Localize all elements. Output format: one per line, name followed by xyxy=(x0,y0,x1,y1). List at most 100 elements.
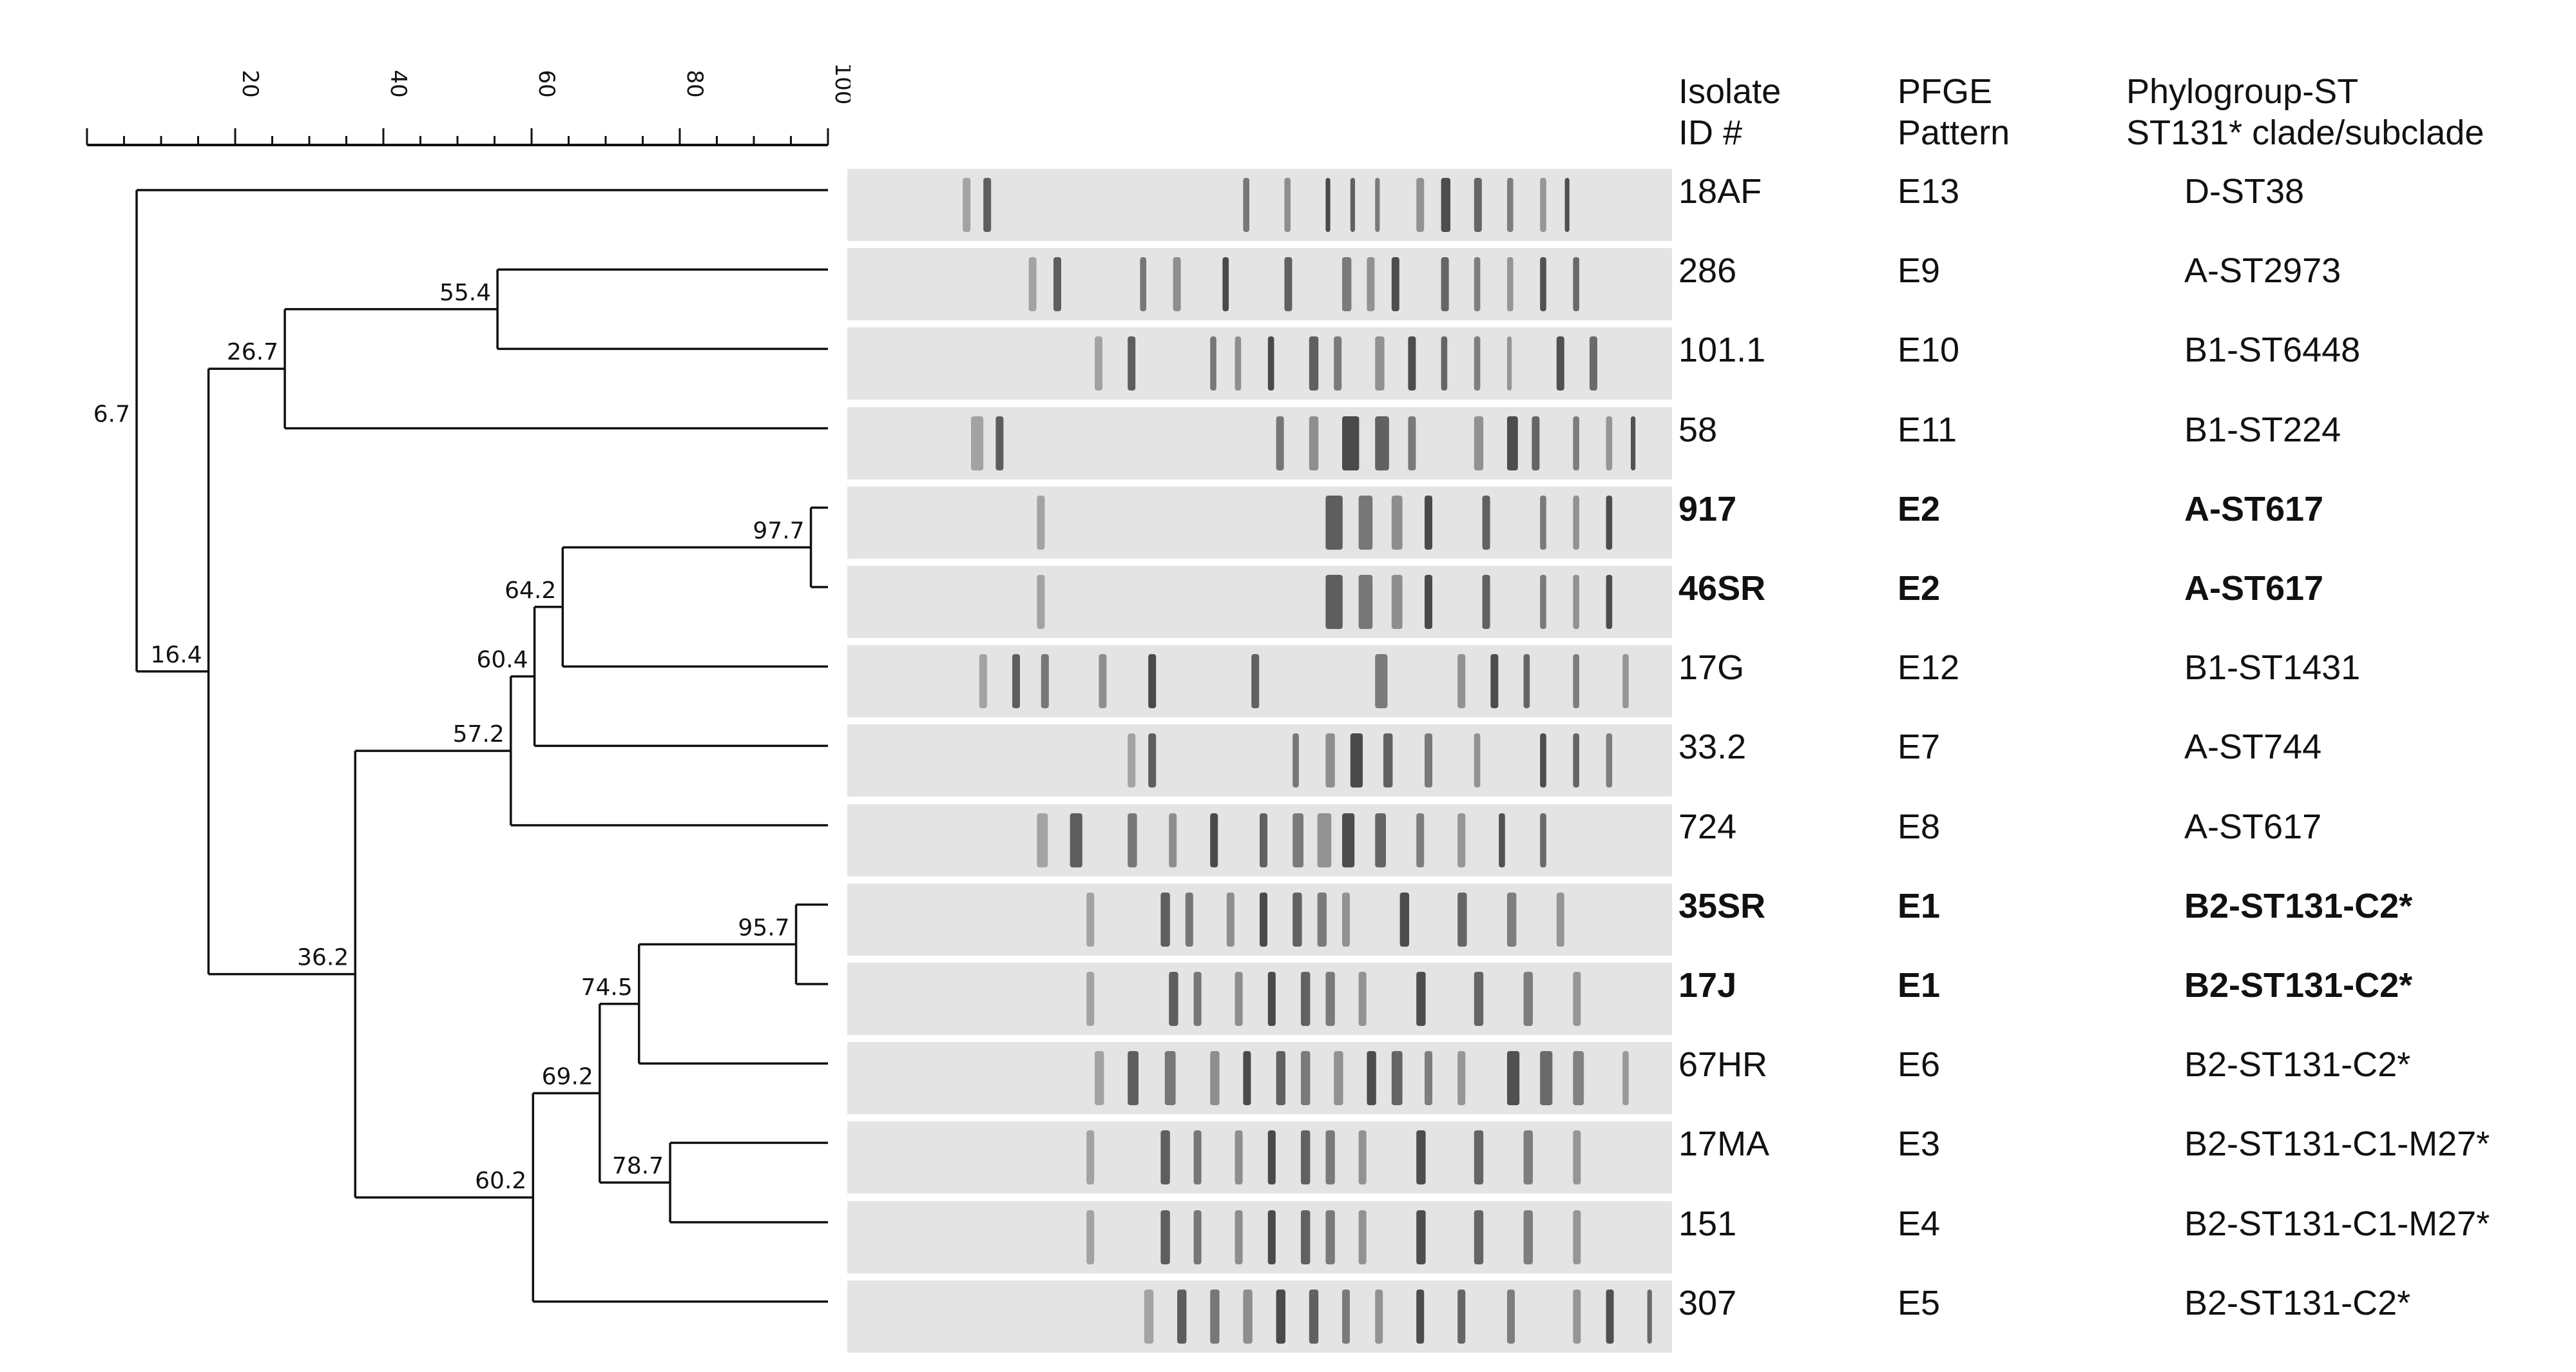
pfge-pattern: E10 xyxy=(1898,331,1960,370)
scale-tick-label: 20 xyxy=(237,70,263,97)
isolate-header-line1: Isolate xyxy=(1678,72,1782,111)
pfge-pattern-header: PFGE Pattern xyxy=(1898,71,2010,153)
node-similarity-label: 36.2 xyxy=(297,945,349,971)
phylogroup-st: B2-ST131-C2* xyxy=(2184,966,2413,1005)
phylogroup-st: B2-ST131-C2* xyxy=(2184,1283,2411,1322)
isolate-id: 46SR xyxy=(1678,569,1766,608)
gel-lane xyxy=(847,963,1672,1035)
gel-lane-bands xyxy=(847,169,1672,241)
phylogroup-st: B2-ST131-C1-M27* xyxy=(2184,1204,2490,1243)
gel-lane-bands xyxy=(847,566,1672,638)
isolate-header-line2: ID # xyxy=(1678,113,1743,152)
phylogroup-st: B2-ST131-C1-M27* xyxy=(2184,1125,2490,1164)
pfge-pattern: E8 xyxy=(1898,807,1941,846)
gel-lane-bands xyxy=(847,486,1672,559)
pfge-pattern: E1 xyxy=(1898,966,1941,1005)
isolate-id: 18AF xyxy=(1678,172,1762,211)
isolate-id: 307 xyxy=(1678,1283,1737,1322)
isolate-id: 35SR xyxy=(1678,886,1766,925)
node-similarity-label: 69.2 xyxy=(542,1063,593,1090)
isolate-id: 33.2 xyxy=(1678,728,1747,767)
node-similarity-label: 95.7 xyxy=(738,914,789,941)
isolate-id-header: Isolate ID # xyxy=(1678,71,1781,153)
pfge-header-line1: PFGE xyxy=(1898,72,1993,111)
pfge-pattern: E11 xyxy=(1898,410,1957,449)
gel-lane xyxy=(847,327,1672,400)
gel-lane xyxy=(847,248,1672,321)
gel-lane-bands xyxy=(847,1042,1672,1115)
isolate-id: 17J xyxy=(1678,966,1737,1005)
node-similarity-label: 60.2 xyxy=(475,1168,526,1194)
pfge-pattern: E2 xyxy=(1898,569,1941,608)
scale-tick-label: 60 xyxy=(533,70,559,97)
phylo-header-line1: Phylogroup-ST xyxy=(2126,72,2359,111)
pfge-pattern: E6 xyxy=(1898,1045,1941,1085)
gel-lane xyxy=(847,1280,1672,1353)
gel-lane xyxy=(847,1201,1672,1273)
gel-lane-bands xyxy=(847,407,1672,479)
gel-lane xyxy=(847,804,1672,876)
pfge-header-line2: Pattern xyxy=(1898,113,2010,152)
gel-lane-bands xyxy=(847,724,1672,797)
isolate-id: 724 xyxy=(1678,807,1737,846)
gel-lane-bands xyxy=(847,248,1672,321)
gel-lane xyxy=(847,724,1672,797)
node-similarity-label: 78.7 xyxy=(612,1153,664,1179)
phylogroup-st: A-ST744 xyxy=(2184,728,2322,767)
gel-lane xyxy=(847,566,1672,638)
isolate-id: 17MA xyxy=(1678,1125,1770,1164)
isolate-id: 286 xyxy=(1678,251,1737,291)
node-similarity-label: 60.4 xyxy=(476,647,528,673)
phylogroup-st: B1-ST6448 xyxy=(2184,331,2361,370)
phylogroup-st: B1-ST224 xyxy=(2184,410,2341,449)
gel-lane xyxy=(847,1042,1672,1115)
pfge-pattern: E7 xyxy=(1898,728,1941,767)
node-similarity-label: 57.2 xyxy=(453,721,505,748)
scale-tick-label: 80 xyxy=(682,70,707,97)
phylogroup-st: D-ST38 xyxy=(2184,172,2305,211)
gel-lane xyxy=(847,1121,1672,1194)
gel-lane xyxy=(847,169,1672,241)
scale-tick-label: 100 xyxy=(830,63,851,105)
pfge-pattern: E4 xyxy=(1898,1204,1941,1243)
pfge-pattern: E3 xyxy=(1898,1125,1941,1164)
phylogroup-st: A-ST617 xyxy=(2184,569,2324,608)
gel-lane xyxy=(847,486,1672,559)
pfge-gel-image xyxy=(847,166,1672,1353)
phylogroup-st: A-ST2973 xyxy=(2184,251,2341,291)
phylogroup-st: B2-ST131-C2* xyxy=(2184,886,2413,925)
gel-lane-bands xyxy=(847,1280,1672,1353)
phylogroup-st: A-ST617 xyxy=(2184,489,2324,528)
node-similarity-label: 16.4 xyxy=(150,642,202,668)
phylogroup-st: B2-ST131-C2* xyxy=(2184,1045,2411,1085)
gel-lane-bands xyxy=(847,963,1672,1035)
dendrogram: 20 40 60 80 100 6.7 16.4 26.7 55.4 36.2 57.2 60.4 64… xyxy=(86,63,851,1303)
gel-lane xyxy=(847,883,1672,956)
gel-lane-bands xyxy=(847,1121,1672,1194)
isolate-id: 151 xyxy=(1678,1204,1737,1243)
isolate-id: 917 xyxy=(1678,489,1737,528)
pfge-pattern: E12 xyxy=(1898,648,1960,688)
gel-lane-bands xyxy=(847,804,1672,876)
scale-tick-label: 40 xyxy=(385,70,411,97)
isolate-id: 101.1 xyxy=(1678,331,1766,370)
gel-lane-bands xyxy=(847,1201,1672,1273)
node-similarity-label: 97.7 xyxy=(753,517,804,544)
node-similarity-label: 64.2 xyxy=(505,577,556,604)
node-similarity-label: 6.7 xyxy=(93,401,130,427)
node-similarity-label: 74.5 xyxy=(581,974,633,1001)
pfge-pattern: E9 xyxy=(1898,251,1941,291)
node-similarity-label: 55.4 xyxy=(439,280,491,306)
pfge-pattern: E1 xyxy=(1898,886,1941,925)
dendrogram-branches: 6.7 16.4 26.7 55.4 36.2 57.2 60.4 64.2 97.7 60.2 6… xyxy=(93,189,828,1303)
phylogroup-st: B1-ST1431 xyxy=(2184,648,2361,688)
gel-lane-bands xyxy=(847,645,1672,718)
gel-lane-bands xyxy=(847,327,1672,400)
phylogroup-st: A-ST617 xyxy=(2184,807,2322,846)
isolate-id: 17G xyxy=(1678,648,1745,688)
node-similarity-label: 26.7 xyxy=(227,339,278,365)
phylogroup-header: Phylogroup-ST ST131* clade/subclade xyxy=(2126,71,2484,153)
gel-lane xyxy=(847,645,1672,718)
isolate-id: 58 xyxy=(1678,410,1718,449)
isolate-id: 67HR xyxy=(1678,1045,1768,1085)
